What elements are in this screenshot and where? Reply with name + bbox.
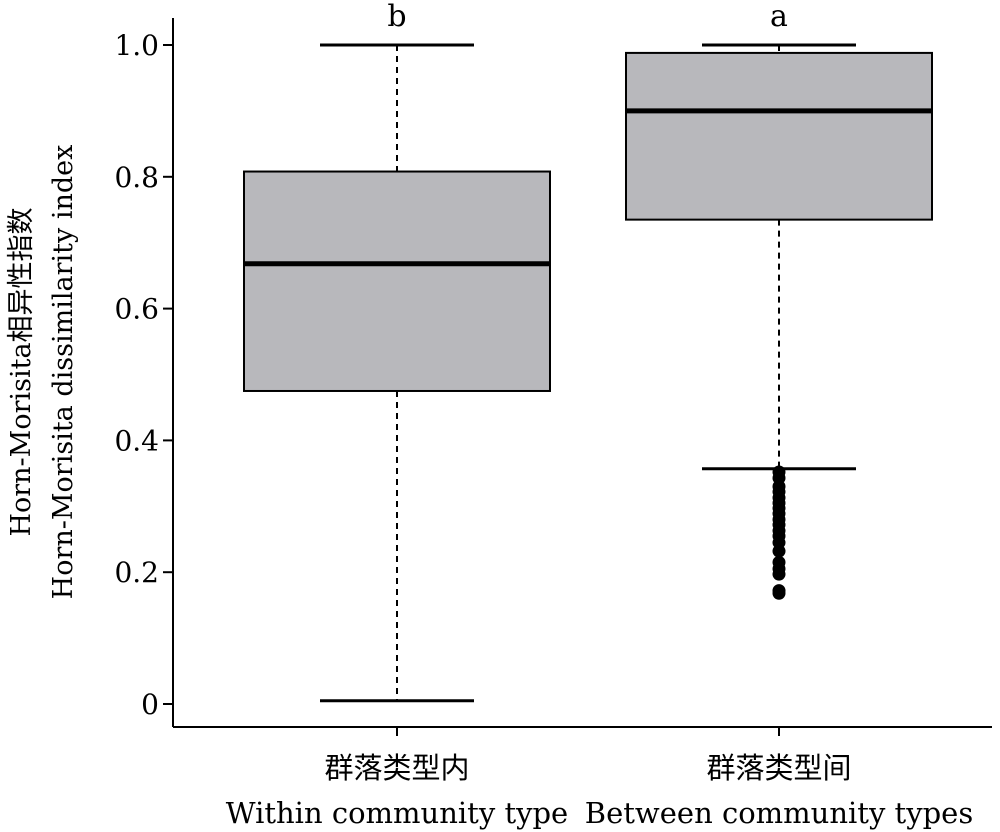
- y-tick-label: 0: [141, 688, 159, 721]
- y-tick-label: 0.2: [114, 556, 159, 589]
- iqr-box: [243, 170, 551, 392]
- significance-letter: a: [770, 0, 788, 34]
- y-tick-label: 0.8: [114, 161, 159, 194]
- outlier-point: [772, 544, 786, 558]
- category-label-en: Between community types: [585, 796, 973, 830]
- outlier-point: [772, 586, 786, 600]
- outlier-point: [772, 567, 786, 581]
- significance-letter: b: [387, 0, 406, 34]
- boxes: [243, 43, 933, 703]
- labels: Horn-Morisita相异性指数 Horn-Morisita dissimil…: [6, 0, 973, 830]
- axes: 0 0.2 0.4 0.6 0.8 1.0: [114, 18, 992, 736]
- iqr-box: [625, 51, 933, 221]
- y-axis-title-line: Horn-Morisita相异性指数: [6, 207, 37, 536]
- category-label-cn: 群落类型间: [706, 751, 851, 785]
- y-tick-label: 0.4: [114, 424, 159, 457]
- category-label-cn: 群落类型内: [324, 751, 469, 785]
- y-axis-title-line: Horn-Morisita dissimilarity index: [48, 145, 79, 600]
- category-label-en: Within community type: [226, 796, 568, 830]
- y-tick-label: 0.6: [114, 293, 159, 326]
- y-tick-label: 1.0: [114, 29, 159, 62]
